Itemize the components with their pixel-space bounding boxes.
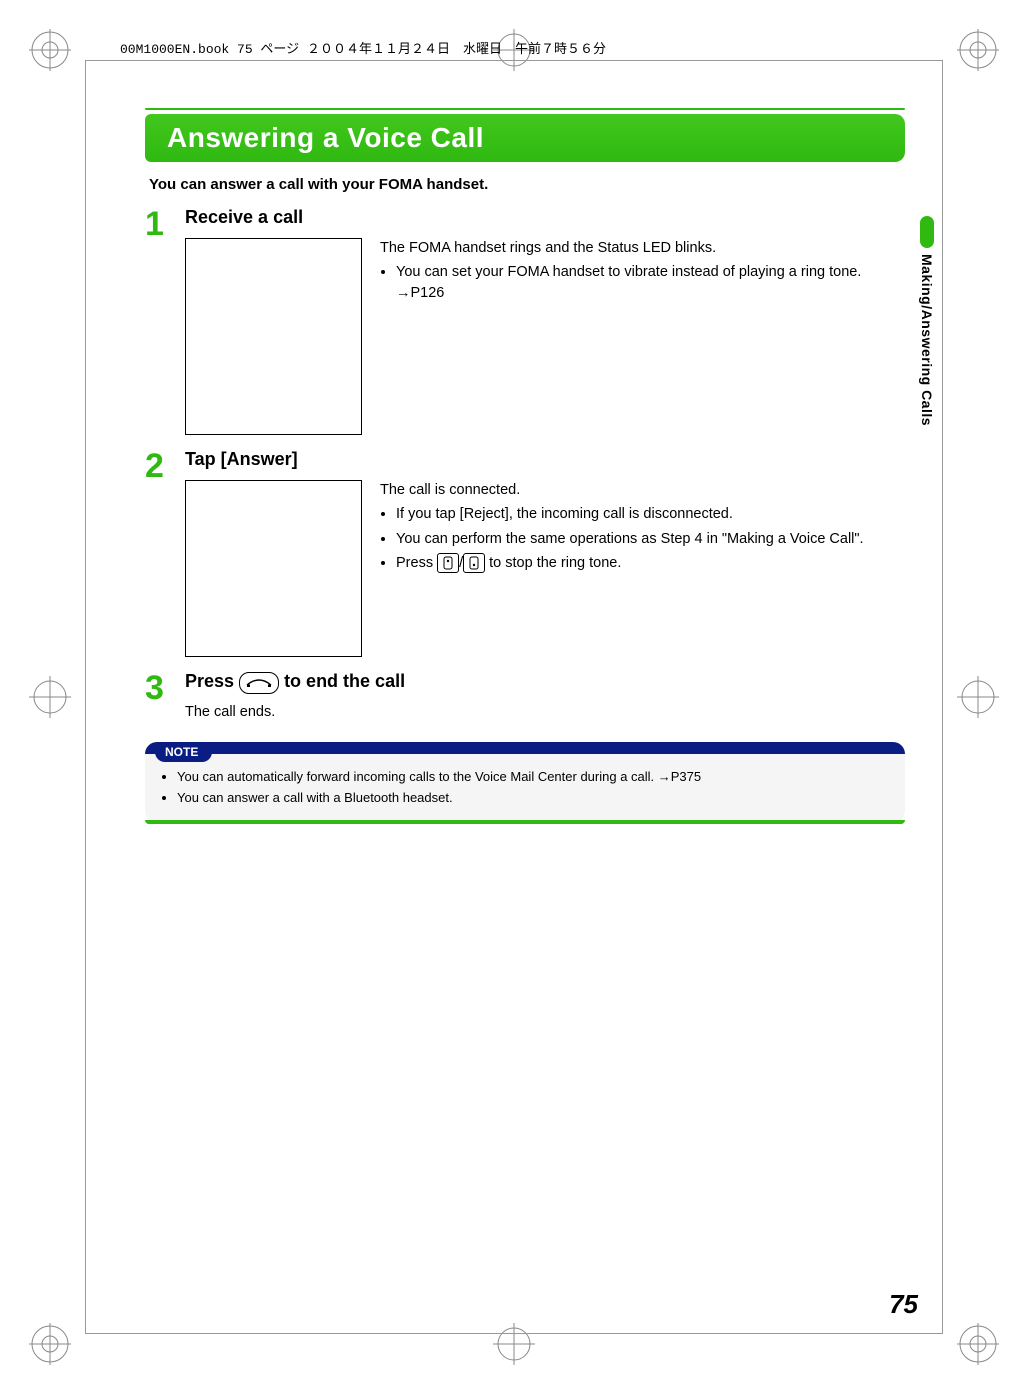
screenshot-placeholder [185,238,362,435]
crop-mark-icon [20,1314,80,1374]
crop-mark-icon [20,667,80,727]
note-label: NOTE [155,742,212,762]
screenshot-placeholder [185,480,362,657]
step-title: Receive a call [185,207,905,228]
crop-mark-icon [948,667,1008,727]
bullet-text-prefix: Press [396,555,437,571]
step-para: The call is connected. [380,480,905,500]
step-number: 2 [145,449,185,657]
step-bullet: If you tap [Reject], the incoming call i… [396,504,905,524]
step-para: The FOMA handset rings and the Status LE… [380,238,905,258]
crop-mark-icon [948,20,1008,80]
step-title: Press to end the call [185,671,905,694]
crop-mark-icon [948,1314,1008,1374]
section-title: Answering a Voice Call [145,122,484,154]
title-suffix: to end the call [284,671,405,691]
note-block: NOTE You can automatically forward incom… [145,742,905,824]
step-number: 3 [145,671,185,720]
step-title: Tap [Answer] [185,449,905,470]
content: Answering a Voice Call You can answer a … [145,100,905,824]
step-1: 1 Receive a call The FOMA handset rings … [145,207,905,435]
page-number: 75 [889,1289,918,1320]
note-bullet: You can answer a call with a Bluetooth h… [177,789,891,808]
title-prefix: Press [185,671,239,691]
end-call-key-icon [239,672,279,694]
step-fine: The call ends. [185,704,905,720]
step-3: 3 Press to end the call The call ends. [145,671,905,720]
side-tab-pill [920,216,934,248]
side-tab-text: Making/Answering Calls [919,254,935,426]
intro-text: You can answer a call with your FOMA han… [149,176,905,193]
step-2: 2 Tap [Answer] The call is connected. If… [145,449,905,657]
crop-mark-icon [20,20,80,80]
volume-up-key-icon [437,553,459,573]
volume-down-key-icon [463,553,485,573]
step-bullet: You can set your FOMA handset to vibrate… [396,262,905,303]
section-header: Answering a Voice Call [145,108,905,162]
step-bullet: Press / to stop the ring tone. [396,553,905,573]
step-bullet: You can perform the same operations as S… [396,529,905,549]
bullet-text-suffix: to stop the ring tone. [489,555,621,571]
side-tab: Making/Answering Calls [918,216,936,426]
print-header: 00M1000EN.book 75 ページ ２００４年１１月２４日 水曜日 午前… [120,38,606,57]
note-bullet: You can automatically forward incoming c… [177,768,891,787]
step-number: 1 [145,207,185,435]
